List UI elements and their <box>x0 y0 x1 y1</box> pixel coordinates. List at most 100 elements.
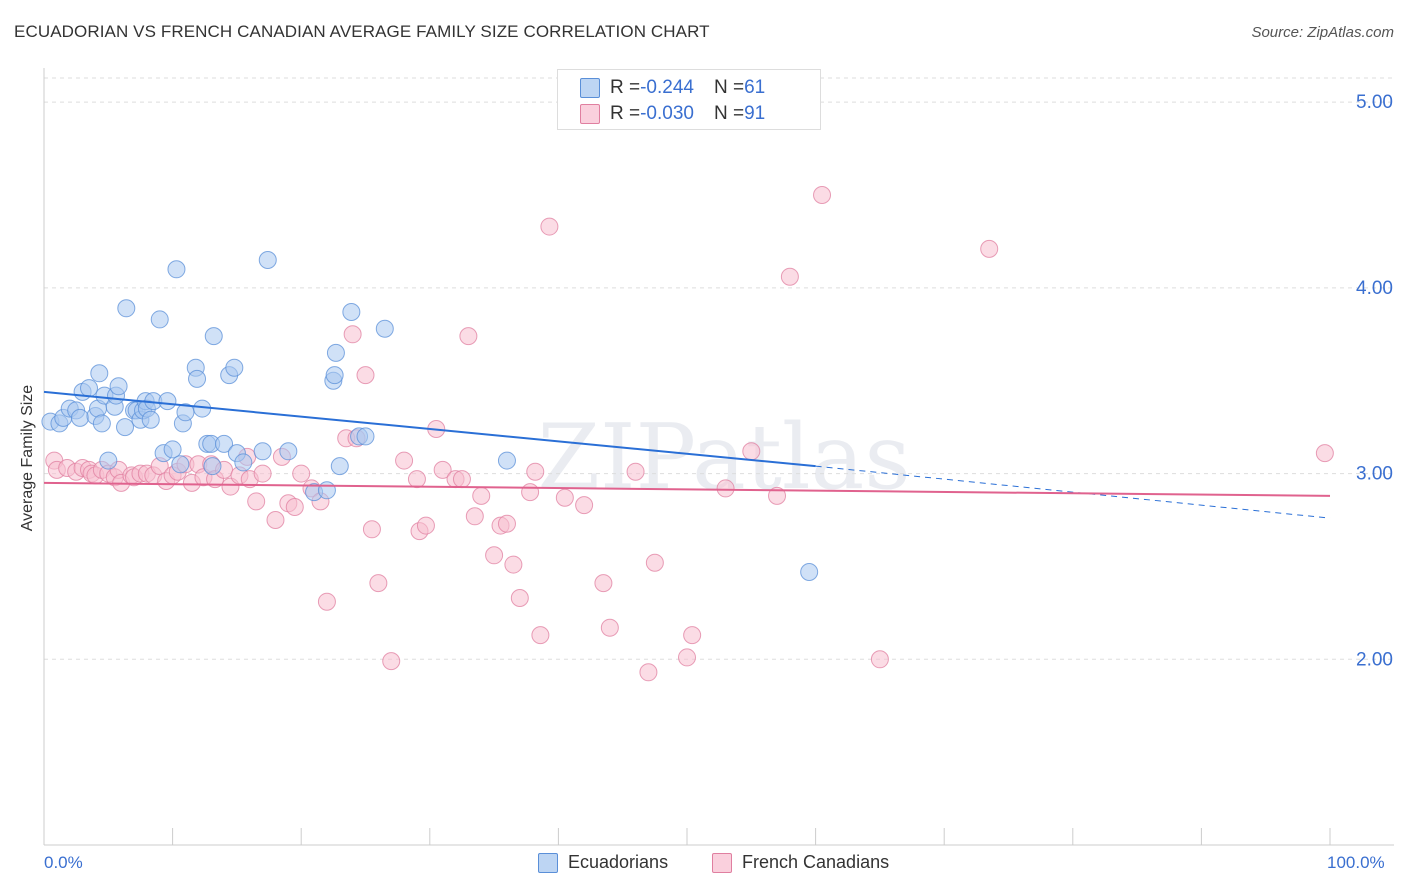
ecuadorian-point <box>167 260 186 279</box>
french-canadian-point <box>266 511 285 529</box>
french-canadian-point <box>575 496 594 515</box>
french-canadian-point <box>343 325 362 344</box>
french-canadian-point <box>870 650 889 669</box>
french-canadian-point <box>594 574 613 593</box>
legend-item-french-canadians: French Canadians <box>712 852 889 873</box>
ecuadorian-point <box>116 418 135 437</box>
r-label: R = <box>610 103 641 124</box>
r-label: R = <box>610 77 641 98</box>
french-canadian-point <box>452 470 471 489</box>
series-legend: Ecuadorians French Canadians <box>0 852 1406 876</box>
y-tick-label: 3.00 <box>1356 464 1393 485</box>
french-canadian-point <box>485 546 504 565</box>
ecuadorian-point <box>326 343 345 362</box>
r-value: -0.244 <box>640 77 694 98</box>
ecuadorian-point <box>317 481 336 500</box>
french-canadian-point <box>678 648 696 667</box>
ecuadorian-point <box>109 377 128 396</box>
ecuadorian-point <box>188 369 207 388</box>
r-value: -0.030 <box>640 103 694 124</box>
source-label: Source: ZipAtlas.com <box>1251 24 1394 41</box>
french-canadian-point <box>292 464 311 483</box>
x-max-label: 100.0% <box>1327 853 1385 872</box>
french-canadian-point <box>813 186 832 204</box>
french-canadian-point <box>416 516 435 535</box>
ecuadorian-point <box>279 442 298 461</box>
stats-legend-row-ecuadorians: R = -0.244 N = 61 <box>580 77 765 99</box>
french-canadian-point <box>362 520 381 539</box>
n-value: 61 <box>744 77 766 98</box>
ecuadorian-point <box>225 358 244 377</box>
french-canadian-point <box>1315 444 1334 463</box>
french-canadian-point <box>459 327 478 346</box>
french-canadian-point <box>742 442 761 461</box>
ecuadorian-point <box>203 457 222 476</box>
french-canadian-point <box>683 626 702 645</box>
legend-label-french-canadians: French Canadians <box>742 852 890 872</box>
ecuadorian-point <box>258 251 277 269</box>
french-canadian-point <box>382 652 401 671</box>
ecuadorians-swatch <box>580 78 600 98</box>
chart-title: ECUADORIAN VS FRENCH CANADIAN AVERAGE FA… <box>14 22 710 41</box>
french-canadian-point <box>395 451 414 470</box>
ecuadorian-point <box>375 319 394 338</box>
french-canadian-point <box>317 592 336 611</box>
ecuadorian-point <box>171 455 190 474</box>
french-canadian-point <box>521 483 540 502</box>
ecuadorian-trendline-extension <box>815 465 1331 519</box>
french-canadian-point <box>433 460 452 479</box>
ecuadorian-point <box>80 379 99 398</box>
ecuadorian-point <box>356 427 375 446</box>
french-canadian-point <box>780 267 799 286</box>
french-canadian-point <box>465 507 484 526</box>
ecuadorian-point <box>800 563 819 581</box>
french-canadian-point <box>285 498 304 516</box>
french-canadian-point <box>639 663 658 682</box>
ecuadorian-point <box>163 440 182 459</box>
french-canadian-point <box>540 217 559 236</box>
n-label: N = <box>713 77 745 98</box>
ecuadorian-point <box>253 442 272 461</box>
y-tick-label: 2.00 <box>1356 649 1393 670</box>
ecuadorian-point <box>234 453 253 472</box>
french-canadian-point <box>253 464 272 483</box>
french-canadian-point <box>369 574 388 593</box>
ecuadorian-point <box>176 403 195 422</box>
n-label: N = <box>713 103 745 124</box>
n-value: 91 <box>744 103 766 124</box>
ecuadorian-trendline <box>43 390 816 468</box>
ecuadorian-point <box>99 451 118 470</box>
french-canadian-trendline <box>43 481 1331 497</box>
ecuadorian-point <box>497 451 516 470</box>
french-canadian-point <box>247 492 266 511</box>
ecuadorian-point <box>330 457 349 476</box>
ecuadorian-point <box>342 303 361 321</box>
french-canadian-point <box>356 366 375 385</box>
french-canadian-point <box>407 470 426 489</box>
ecuadorian-point <box>325 366 344 385</box>
french-canadian-point <box>504 555 523 574</box>
french-canadian-point <box>510 589 529 607</box>
ecuadorian-point <box>150 310 169 329</box>
ecuadorian-point <box>92 414 111 433</box>
french-canadian-point <box>526 462 545 481</box>
stats-legend: R = -0.244 N = 61 R = -0.030 N = 91 <box>557 69 821 130</box>
ecuadorian-point <box>215 434 234 453</box>
stats-legend-row-french-canadians: R = -0.030 N = 91 <box>580 103 765 125</box>
legend-label-ecuadorians: Ecuadorians <box>568 852 669 872</box>
french-canadians-swatch <box>580 104 600 124</box>
french-canadian-point <box>768 486 787 505</box>
french-canadian-point <box>531 626 550 645</box>
ecuadorian-point <box>158 392 177 411</box>
ecuadorian-point <box>71 408 90 427</box>
ecuadorian-point <box>204 327 223 346</box>
ecuadorian-point <box>117 299 136 318</box>
x-min-label: 0.0% <box>44 853 83 872</box>
ecuadorian-point <box>141 410 160 429</box>
french-canadian-point <box>555 488 574 507</box>
french-canadian-point <box>497 514 516 533</box>
french-canadian-point <box>716 479 735 498</box>
french-canadian-point <box>600 618 619 637</box>
y-tick-label: 4.00 <box>1356 278 1393 299</box>
